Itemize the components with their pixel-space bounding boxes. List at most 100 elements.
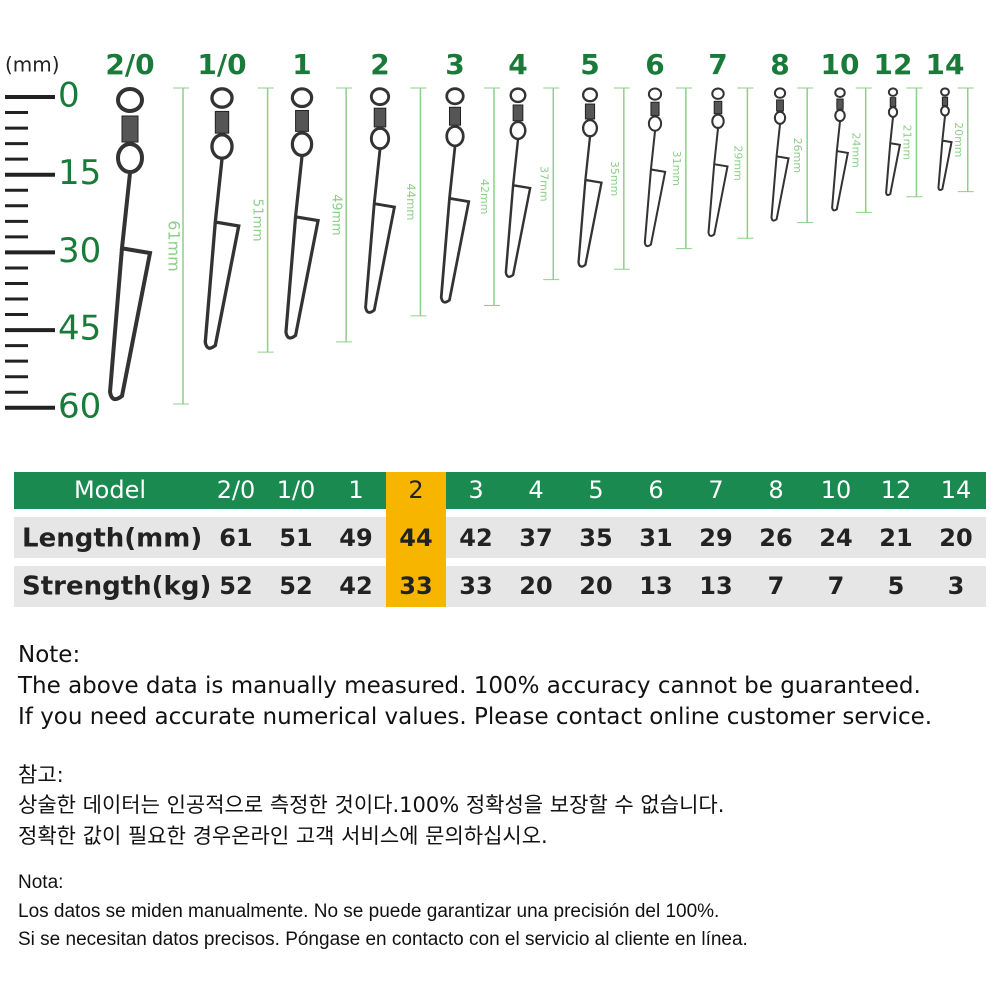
ruler-label: 30 <box>58 231 101 271</box>
table-row-bg <box>14 566 986 607</box>
barrel <box>448 106 462 126</box>
ring <box>290 131 314 158</box>
snap-swivel <box>831 87 850 212</box>
barrel <box>584 103 596 120</box>
snap-swivel <box>577 87 603 268</box>
cell: 21 <box>879 524 912 552</box>
barrel <box>836 98 844 110</box>
snap-swivel <box>937 87 953 192</box>
barrel <box>650 101 660 116</box>
ring <box>445 125 465 148</box>
size-label: 1/0 <box>197 48 246 81</box>
size-label: 4 <box>508 48 527 81</box>
header-cell: 2 <box>408 476 423 504</box>
header-cell: 1/0 <box>277 476 316 504</box>
dimension-label: 29mm <box>731 145 744 180</box>
barrel <box>214 110 230 134</box>
cell: 26 <box>759 524 792 552</box>
snap <box>707 128 729 237</box>
cell: 33 <box>399 572 432 600</box>
barrel <box>889 97 897 108</box>
cell: 51 <box>279 524 312 552</box>
eye <box>509 87 527 104</box>
snap-swivel <box>107 87 153 402</box>
note-line: Nota: <box>18 871 64 893</box>
header-cell: 14 <box>941 476 972 504</box>
header-title: Model <box>74 476 146 504</box>
snap <box>643 131 667 248</box>
size-label: 3 <box>445 48 464 81</box>
eye <box>116 87 144 113</box>
ruler-label: 45 <box>58 309 101 349</box>
header-cell: 1 <box>348 476 363 504</box>
row-label: Strength(kg) <box>22 572 211 602</box>
eye <box>581 87 599 103</box>
cell: 7 <box>768 572 785 600</box>
cell: 49 <box>339 524 372 552</box>
ring <box>210 133 234 160</box>
note-line: Note: <box>18 642 81 669</box>
snap-swivel <box>707 87 729 237</box>
size-label: 14 <box>926 48 965 81</box>
ring <box>773 110 787 125</box>
highlight-column <box>386 472 446 607</box>
note-line: 참고: <box>18 763 64 788</box>
eye <box>773 87 787 99</box>
barrel <box>295 109 309 132</box>
cell: 42 <box>459 524 492 552</box>
ring <box>711 113 725 129</box>
ring <box>581 118 599 138</box>
header-cell: 2/0 <box>217 476 256 504</box>
eye <box>834 87 846 99</box>
size-label: 12 <box>874 48 913 81</box>
ruler-label: 15 <box>58 153 101 193</box>
dimension-label: 26mm <box>791 138 804 173</box>
cell: 29 <box>699 524 732 552</box>
ring <box>369 126 391 151</box>
eye <box>445 87 465 106</box>
dimension-label: 31mm <box>670 151 683 186</box>
snap <box>937 115 953 192</box>
snap <box>439 146 471 304</box>
header-cell: 8 <box>768 476 783 504</box>
snap-swivel <box>364 87 397 314</box>
dimension-label: 24mm <box>850 132 863 167</box>
cell: 35 <box>579 524 612 552</box>
barrel <box>373 107 387 128</box>
eye <box>210 87 234 109</box>
note-line: If you need accurate numerical values. P… <box>18 704 933 731</box>
dimension-label: 49mm <box>329 194 344 235</box>
cell: 44 <box>399 524 432 552</box>
ruler-unit: (mm) <box>5 53 60 77</box>
snap <box>284 156 320 340</box>
size-label: 7 <box>708 48 727 81</box>
cell: 13 <box>639 572 672 600</box>
cell: 20 <box>579 572 612 600</box>
cell: 3 <box>948 572 965 600</box>
note-line: The above data is manually measured. 100… <box>18 673 921 700</box>
snap-swivel <box>504 87 532 278</box>
header-cell: 6 <box>648 476 663 504</box>
row-label: Length(mm) <box>22 524 202 554</box>
cell: 24 <box>819 524 852 552</box>
cell: 61 <box>219 524 252 552</box>
note-line: 정확한 값이 필요한 경우온라인 고객 서비스에 문의하십시오. <box>18 824 548 849</box>
snap-swivel <box>439 87 471 304</box>
snap <box>203 158 241 350</box>
cell: 20 <box>939 524 972 552</box>
eye <box>940 87 950 97</box>
cell: 42 <box>339 572 372 600</box>
cell: 52 <box>279 572 312 600</box>
eye <box>887 87 899 97</box>
cell: 52 <box>219 572 252 600</box>
ring <box>887 106 899 118</box>
size-label: 2/0 <box>105 48 154 81</box>
dimension-label: 61mm <box>165 220 184 272</box>
cell: 13 <box>699 572 732 600</box>
barrel <box>121 115 139 143</box>
table-row-bg <box>14 517 986 558</box>
note-line: Si se necesitan datos precisos. Póngase … <box>18 928 748 950</box>
dimension-label: 42mm <box>478 179 491 214</box>
note-line: 상술한 데이터는 인공적으로 측정한 것이다.100% 정확성을 보장할 수 없… <box>18 793 725 818</box>
